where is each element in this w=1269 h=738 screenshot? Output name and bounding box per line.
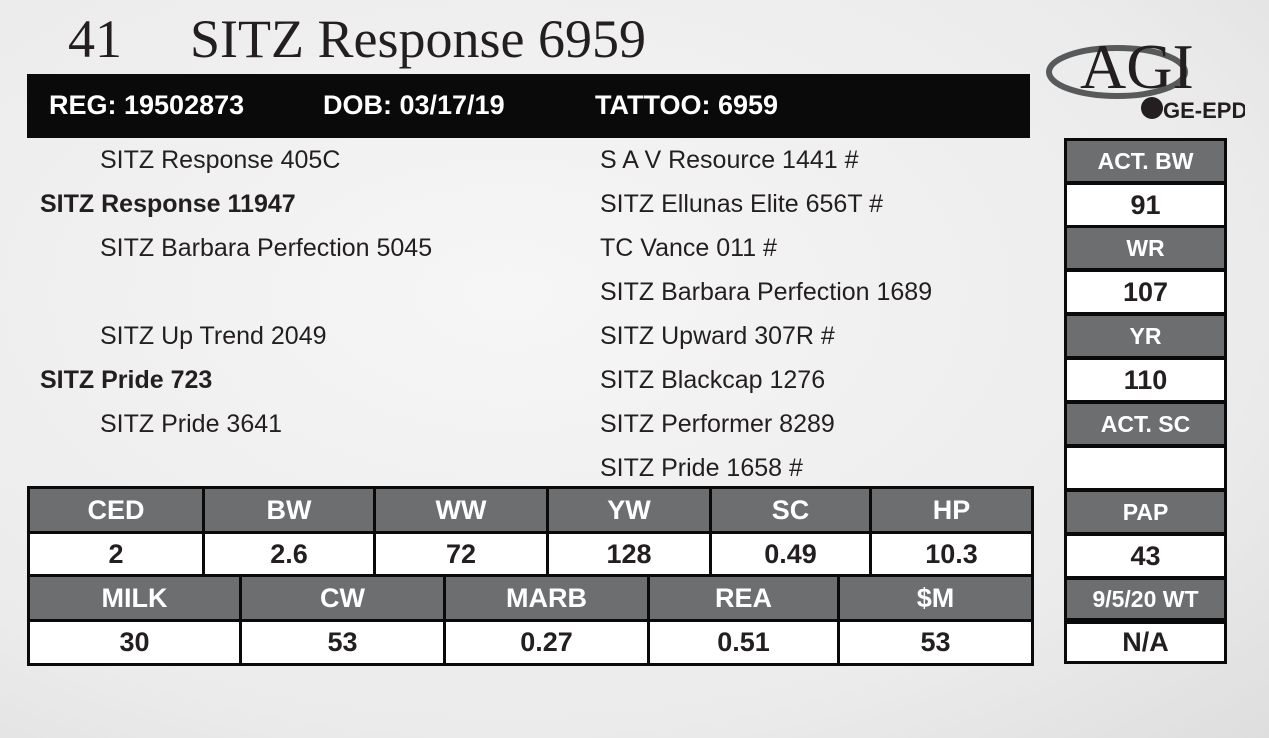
- epd-header: BW: [202, 486, 376, 534]
- epd-header: HP: [869, 486, 1034, 534]
- tattoo: TATTOO: 6959: [595, 90, 779, 120]
- epd-header: CED: [27, 486, 205, 534]
- epd-header: MARB: [443, 574, 650, 622]
- epd-value: 30: [27, 619, 242, 666]
- dob: DOB: 03/17/19: [323, 90, 505, 120]
- side-value: 107: [1064, 269, 1227, 315]
- pedigree-ancestor: TC Vance 011 #: [600, 234, 777, 262]
- side-label: WR: [1064, 225, 1227, 271]
- epd-value: 53: [239, 619, 446, 666]
- animal-name: SITZ Response 6959: [190, 9, 646, 69]
- pedigree-ancestor: S A V Resource 1441 #: [600, 146, 859, 174]
- pedigree-ancestor: SITZ Ellunas Elite 656T #: [600, 190, 884, 218]
- pedigree-granddam: SITZ Pride 3641: [100, 410, 283, 438]
- pedigree-ancestor: SITZ Upward 307R #: [600, 322, 835, 350]
- logo-swoosh: [1046, 45, 1188, 99]
- logo-dot: [1141, 97, 1163, 119]
- epd-value: 72: [373, 531, 549, 578]
- side-value: 43: [1064, 533, 1227, 579]
- pedigree-ancestor: SITZ Barbara Perfection 1689: [600, 278, 933, 306]
- side-label: YR: [1064, 313, 1227, 359]
- agi-logo: AGI GE-EPD: [1046, 31, 1245, 123]
- epd-value: 53: [837, 619, 1034, 666]
- epd-header: SC: [709, 486, 872, 534]
- pedigree-grandsire: SITZ Response 405C: [100, 146, 341, 174]
- epd-value: 0.51: [647, 619, 840, 666]
- pedigree-sire: SITZ Response 11947: [40, 190, 296, 218]
- info-bar: REG: 19502873 DOB: 03/17/19 TATTOO: 6959: [27, 74, 1030, 138]
- side-value: N/A: [1064, 621, 1227, 664]
- epd-value: 2: [27, 531, 205, 578]
- pedigree-dam: SITZ Pride 723: [40, 366, 213, 394]
- reg: REG: 19502873: [49, 90, 245, 120]
- side-label: PAP: [1064, 489, 1227, 535]
- epd-value: 10.3: [869, 531, 1034, 578]
- lot-number: 41: [68, 9, 122, 69]
- pedigree-ancestor: SITZ Pride 1658 #: [600, 454, 803, 482]
- pedigree-ancestor: SITZ Performer 8289: [600, 410, 835, 438]
- epd-header: CW: [239, 574, 446, 622]
- epd-header: YW: [546, 486, 712, 534]
- epd-header: REA: [647, 574, 840, 622]
- side-value: 91: [1064, 182, 1227, 228]
- epd-value: 0.27: [443, 619, 650, 666]
- epd-value: 0.49: [709, 531, 872, 578]
- side-label: 9/5/20 WT: [1064, 577, 1227, 621]
- pedigree-grandsire: SITZ Up Trend 2049: [100, 322, 327, 350]
- pedigree-granddam: SITZ Barbara Perfection 5045: [100, 234, 433, 262]
- logo-sub: GE-EPD: [1163, 98, 1245, 123]
- epd-value: 128: [546, 531, 712, 578]
- side-label: ACT. SC: [1064, 401, 1227, 447]
- epd-value: 2.6: [202, 531, 376, 578]
- pedigree-ancestor: SITZ Blackcap 1276: [600, 366, 826, 394]
- epd-header: MILK: [27, 574, 242, 622]
- logo-brand: AGI: [1080, 31, 1194, 102]
- side-value: 110: [1064, 357, 1227, 403]
- side-value: [1064, 445, 1227, 491]
- side-label: ACT. BW: [1064, 138, 1227, 184]
- epd-header: WW: [373, 486, 549, 534]
- epd-header: $M: [837, 574, 1034, 622]
